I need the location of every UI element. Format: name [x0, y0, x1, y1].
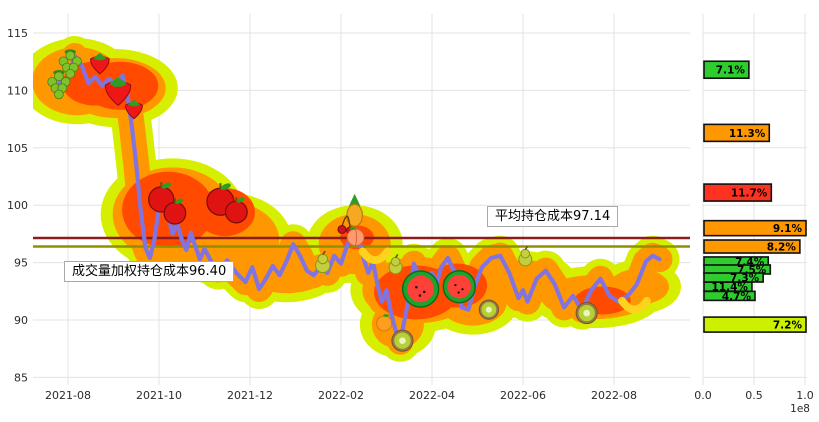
- volume-profile-bar: [703, 239, 801, 254]
- x-tick-label: 2021-12: [227, 389, 273, 402]
- fruit-kiwi-icon: [391, 329, 414, 352]
- y-tick-label: 110: [7, 84, 28, 97]
- y-tick-label: 85: [14, 371, 28, 384]
- x-tick-label: 2022-04: [409, 389, 455, 402]
- fruit-strawberry-icon: [104, 76, 132, 107]
- fruit-pear-icon: [388, 254, 403, 275]
- volume-profile-bar-label: 4.7%: [722, 291, 752, 303]
- x-tick-label: 2021-08: [45, 389, 91, 402]
- volume-profile-bar-label: 9.1%: [773, 223, 803, 235]
- panel-x-tick-label: 1.0: [796, 389, 814, 402]
- volume-profile-bar-label: 7.1%: [716, 65, 746, 77]
- y-tick-label: 90: [14, 314, 28, 327]
- x-tick-label: 2021-10: [136, 389, 182, 402]
- volume-profile-bar: [703, 183, 773, 202]
- fruit-pear-icon: [518, 246, 533, 267]
- fruit-apple-icon: [163, 198, 187, 225]
- volume-profile-bar: [703, 219, 807, 237]
- vwap-cost-annotation: 成交量加权持仓成本96.40: [64, 261, 235, 282]
- panel-x-tick-label: 0.5: [745, 389, 763, 402]
- fruit-watermelon-icon: [442, 269, 477, 304]
- fruit-kiwi-icon: [478, 299, 499, 320]
- fruit-peach-icon: [346, 226, 365, 247]
- x-tick-label: 2022-02: [318, 389, 364, 402]
- volume-profile-bar: [703, 123, 771, 143]
- fruit-banana-icon: [618, 296, 651, 314]
- volume-profile-bar-label: 11.7%: [731, 188, 768, 200]
- fruit-banana-icon: [358, 247, 392, 264]
- avg-cost-annotation: 平均持仓成本97.14: [487, 206, 619, 227]
- volume-profile-bar: [703, 60, 750, 80]
- volume-profile-bar-label: 11.3%: [729, 128, 766, 140]
- fruit-watermelon-icon: [401, 270, 440, 308]
- fruit-pear-icon: [315, 250, 331, 274]
- x-tick-label: 2022-06: [500, 389, 546, 402]
- x-tick-label: 2022-08: [591, 389, 637, 402]
- fruit-grapes-icon: [58, 49, 82, 79]
- y-tick-label: 105: [7, 142, 28, 155]
- fruit-strawberry-icon: [125, 99, 143, 120]
- panel-x-tick-label: 0.0: [694, 389, 712, 402]
- volume-profile-bar-label: 8.2%: [767, 242, 797, 254]
- price-line: [54, 53, 662, 344]
- y-tick-label: 95: [14, 257, 28, 270]
- volume-profile-bar: [703, 316, 807, 333]
- volume-profile-bar-label: 7.2%: [773, 320, 803, 332]
- panel-unit-label: 1e8: [790, 403, 810, 415]
- y-tick-label: 115: [7, 27, 28, 40]
- y-tick-label: 100: [7, 199, 28, 212]
- volume-profile-bar: [703, 290, 756, 302]
- fruit-orange-icon: [376, 314, 393, 332]
- fruit-kiwi-icon: [575, 302, 598, 325]
- fruit-grapes-icon: [47, 69, 71, 100]
- fruit-apple-icon: [224, 197, 248, 224]
- fruit-strawberry-icon: [90, 52, 110, 75]
- fruit-pineapple-icon: [346, 193, 364, 227]
